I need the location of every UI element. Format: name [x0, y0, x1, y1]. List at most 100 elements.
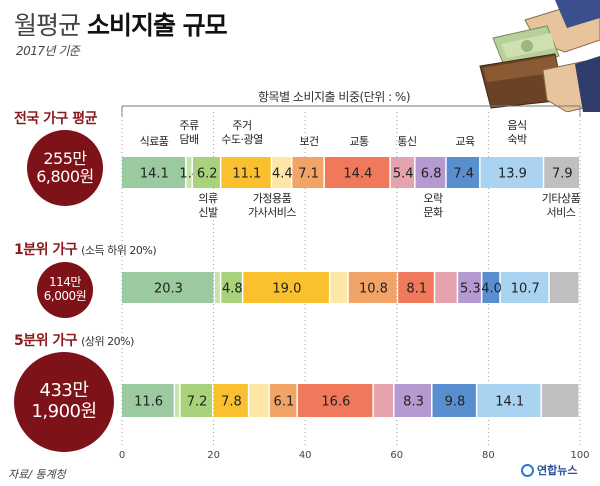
x-tick-label: 60 — [390, 450, 404, 461]
data-label: 11.6 — [134, 395, 163, 410]
bar-row: 11.6 7.2 7.8 6.1 16.6 8.3 9.8 14.1 — [122, 384, 579, 417]
category-label-housing: 주거 수도·광열 — [221, 119, 263, 146]
data-label: 7.8 — [221, 395, 242, 410]
category-label-communication: 통신 — [397, 135, 417, 148]
category-label-clothing: 의류 신발 — [198, 192, 218, 219]
bar-segment — [458, 272, 481, 303]
category-label-recreation: 오락 문화 — [423, 192, 443, 219]
bar-segment — [348, 272, 397, 303]
bar-segment — [482, 272, 500, 303]
x-tick-label: 0 — [118, 450, 126, 461]
bar-segment — [269, 384, 297, 417]
data-label: 14.1 — [140, 167, 169, 182]
data-label: 5.4 — [393, 167, 414, 182]
x-tick-label: 40 — [298, 450, 312, 461]
logo-text: 연합뉴스 — [537, 464, 578, 477]
bar-segment — [330, 272, 348, 303]
data-label: 19.0 — [272, 282, 301, 297]
bar-segment — [549, 272, 579, 303]
data-label: 4.0 — [481, 282, 502, 297]
title-bold: 소비지출 규모 — [86, 11, 228, 40]
bar-segment — [180, 384, 213, 417]
data-label: 14.4 — [343, 167, 372, 182]
chart-header: 항목별 소비지출 비중(단위 : %) — [258, 90, 411, 104]
bar-segment — [186, 157, 192, 188]
bar-segment — [243, 272, 329, 303]
category-label-household: 가정용품 가사서비스 — [247, 192, 297, 219]
bar-segment — [390, 157, 415, 188]
bar-segment — [249, 384, 269, 417]
bar-segment — [398, 272, 434, 303]
bar-segment — [415, 157, 446, 188]
bar-segment — [292, 157, 324, 188]
category-label-transport: 교통 — [349, 135, 369, 148]
bar-segment — [272, 157, 291, 188]
data-label: 7.9 — [552, 167, 573, 182]
bar-segment — [394, 384, 432, 417]
bar-segment — [122, 157, 186, 188]
bar-segment — [297, 384, 373, 417]
data-label: 8.1 — [406, 282, 427, 297]
data-label: 6.2 — [197, 167, 218, 182]
bar-segment — [446, 157, 480, 188]
data-label: 7.4 — [453, 167, 474, 182]
bar-segment — [373, 384, 394, 417]
category-label-other: 기타상품 서비스 — [541, 192, 581, 219]
bar-row: 14.1 1.46.2 11.1 4.4 7.1 14.4 5.4 6.8 7.4 13.9 7.9 — [122, 157, 579, 188]
bar-segment — [480, 157, 543, 188]
bar-row: 20.3 4.8 19.0 10.8 8.1 5.3 4.0 10.7 — [122, 272, 579, 303]
section-title-q5: 5분위 가구 (상위 20%) — [14, 333, 134, 349]
data-label: 4.4 — [272, 167, 293, 182]
wallet-money-illustration — [479, 0, 600, 112]
data-label: 16.6 — [321, 395, 350, 410]
amount-circle-q5: 433만 1,900원 — [14, 352, 114, 452]
data-label: 5.3 — [460, 282, 481, 297]
subtitle: 2017년 기준 — [16, 44, 80, 58]
category-label-alcohol: 주류 담배 — [179, 119, 199, 146]
bar-segment — [214, 272, 220, 303]
data-label: 4.8 — [222, 282, 243, 297]
data-label: 9.8 — [445, 395, 466, 410]
section-title-q1: 1분위 가구 (소득 하위 20%) — [14, 242, 157, 258]
bar-segment — [122, 272, 214, 303]
data-label: 6.1 — [274, 395, 295, 410]
bar-segment — [192, 157, 220, 188]
bar-segment — [541, 384, 579, 417]
data-label: 11.1 — [232, 167, 261, 182]
title-light: 월평균 — [14, 11, 81, 40]
category-label-health: 보건 — [299, 135, 319, 148]
data-label: 6.8 — [421, 167, 442, 182]
bar-segment — [175, 384, 180, 417]
bar-segment — [221, 272, 242, 303]
bar-segment — [324, 157, 390, 188]
x-tick-label: 100 — [570, 450, 590, 461]
amount-circle-national: 255만 6,800원 — [27, 130, 103, 206]
category-label-education: 교육 — [455, 135, 475, 148]
bar-segment — [432, 384, 476, 417]
data-label: 14.1 — [495, 395, 524, 410]
bar-segment — [500, 272, 549, 303]
data-label: 10.8 — [359, 282, 388, 297]
category-label-food: 식료품 — [139, 135, 169, 148]
data-label: 10.7 — [511, 282, 540, 297]
data-label: 13.9 — [498, 167, 527, 182]
data-label: 8.3 — [403, 395, 424, 410]
yonhap-logo: 연합뉴스 — [521, 462, 577, 478]
data-label: 7.1 — [298, 167, 319, 182]
bar-segment — [435, 272, 457, 303]
category-label-restaurant: 음식 숙박 — [507, 119, 527, 146]
data-label: 7.2 — [187, 395, 208, 410]
amount-circle-q1: 114만 6,000원 — [37, 262, 93, 318]
section-title-national: 전국 가구 평균 — [14, 111, 98, 127]
logo-ring-icon — [521, 463, 534, 477]
data-label: 20.3 — [154, 282, 183, 297]
bar-segment — [122, 384, 174, 417]
bar-segment — [544, 157, 579, 188]
page-title: 월평균 소비지출 규모 — [14, 6, 228, 42]
bar-segment — [221, 157, 271, 188]
bar-segment — [477, 384, 541, 417]
x-tick-label: 20 — [207, 450, 220, 461]
bar-segment — [213, 384, 248, 417]
x-tick-label: 80 — [482, 450, 495, 461]
